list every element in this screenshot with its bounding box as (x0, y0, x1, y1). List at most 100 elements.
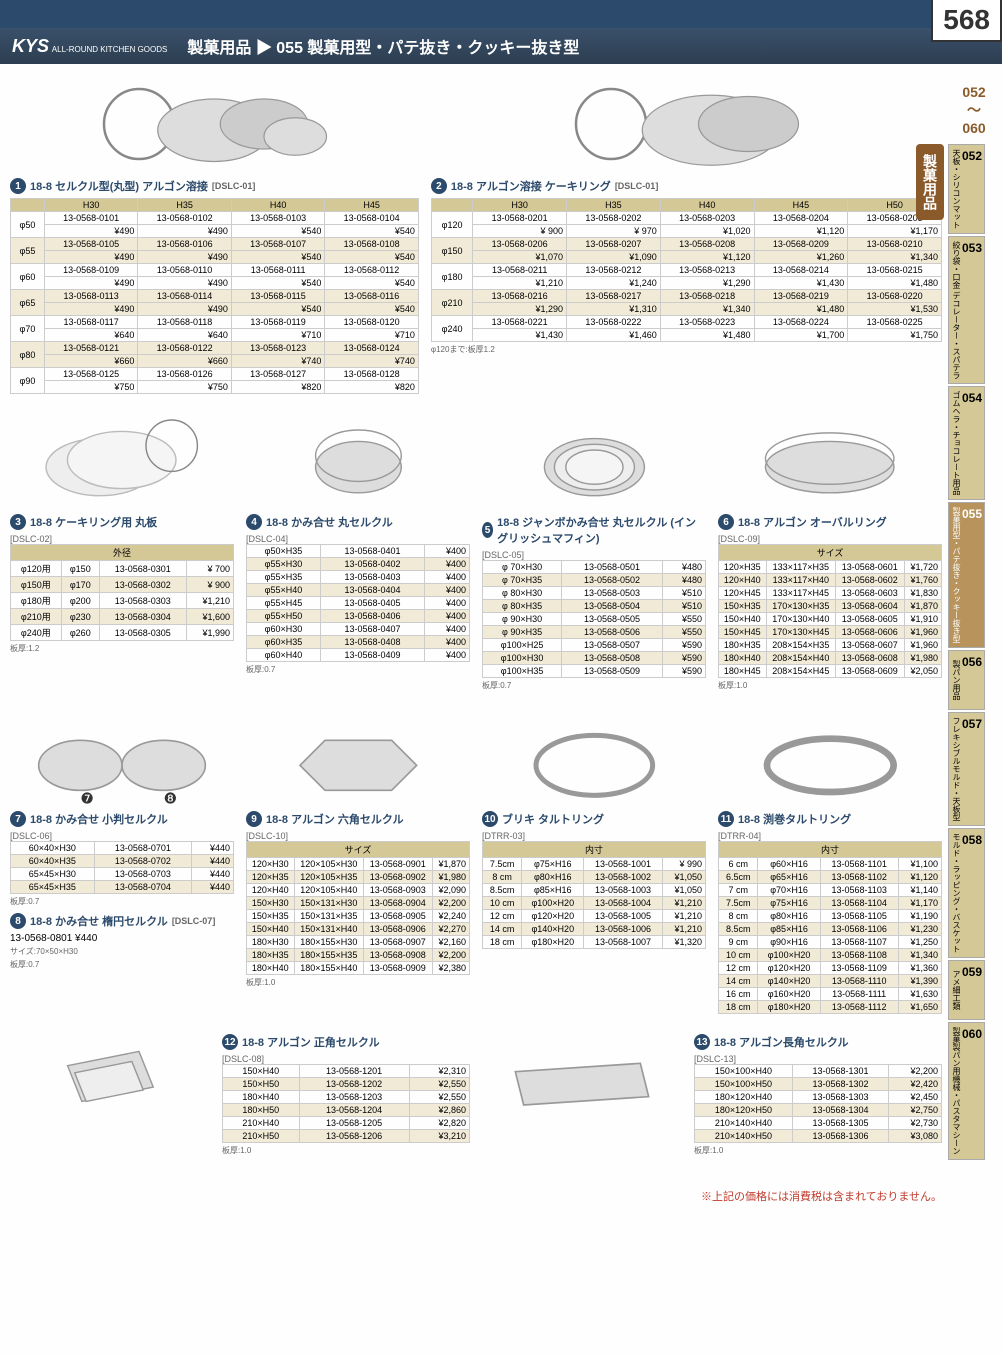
table-p2: H30H35H40H45H50φ12013-0568-020113-0568-0… (431, 198, 942, 342)
product-image: ❼❽ (10, 707, 234, 807)
note: 板厚:1.0 (246, 977, 470, 988)
product-3: 318-8 ケーキリング用 丸板 [DSLC-02] 外径φ120用φ15013… (10, 410, 234, 691)
product-image (482, 707, 706, 807)
code: [DTRR-04] (718, 831, 942, 841)
product-12: 1218-8 アルゴン 正角セルクル [DSLC-08] 150×H4013-0… (222, 1030, 470, 1156)
num-circle: 7 (10, 811, 26, 827)
side-tab-057[interactable]: 057フレキシブルモルド・天板型 (948, 712, 985, 826)
note: 板厚:0.7 (482, 680, 706, 691)
logo-block: KYS ALL-ROUND KITCHEN GOODS (12, 36, 167, 57)
footer-note: ※上記の価格には消費税は含まれておりません。 (0, 1182, 1002, 1210)
num-circle: 9 (246, 811, 262, 827)
table-p3: 外径φ120用φ15013-0568-0301¥ 700φ150用φ17013-… (10, 544, 234, 641)
content: 製菓用品 052 〜 060 052天板・シリコンマット053絞り袋・口金 デコ… (0, 64, 1002, 1182)
code: [DSLC-13] (694, 1054, 942, 1064)
title: 18-8 渕巻タルトリング (738, 811, 851, 827)
num-circle: 12 (222, 1034, 238, 1050)
product-4: 418-8 かみ合せ 丸セルクル [DSLC-04] φ50×H3513-056… (246, 410, 470, 691)
side-tab-052[interactable]: 052天板・シリコンマット (948, 144, 985, 234)
p8-size: サイズ:70×50×H30 (10, 946, 234, 957)
table-p12: 150×H4013-0568-1201¥2,310150×H5013-0568-… (222, 1064, 470, 1143)
num-circle: 13 (694, 1034, 710, 1050)
side-tab-055[interactable]: 055製菓用型・パテ抜き・クッキー抜き型 (948, 502, 985, 648)
table-p7: 60×40×H3013-0568-0701¥44060×40×H3513-056… (10, 841, 234, 894)
side-tab-060[interactable]: 060製菓製パン用機械・パスタマシーン (948, 1022, 985, 1160)
note: 板厚:0.7 (10, 959, 234, 970)
table-p9: サイズ120×H30120×105×H3013-0568-0901¥1,8701… (246, 841, 470, 975)
product-image (718, 707, 942, 807)
p8-single: 13-0568-0801 ¥440 (10, 933, 234, 944)
table-p10: 内寸7.5cmφ75×H1613-0568-1001¥ 9908 cmφ80×H… (482, 841, 706, 949)
table-p1: H30H35H40H45φ5013-0568-010113-0568-01021… (10, 198, 419, 394)
range-label: 052 〜 060 (952, 84, 996, 136)
title: 18-8 かみ合せ 小判セルクル (30, 811, 168, 827)
title: 18-8 ケーキリング用 丸板 (30, 514, 157, 530)
side-tab-053[interactable]: 053絞り袋・口金 デコレーター・スパテラ (948, 236, 985, 384)
product-10: 10ブリキ タルトリング [DTRR-03] 内寸7.5cmφ75×H1613-… (482, 707, 706, 1014)
logo: KYS (12, 36, 49, 56)
side-tab-054[interactable]: 054ゴムヘラ・チョコレート用品 (948, 386, 985, 500)
product-image (482, 410, 706, 510)
title: 18-8 アルゴン長角セルクル (714, 1034, 849, 1050)
product-image (246, 707, 470, 807)
title: 18-8 アルゴン 正角セルクル (242, 1034, 380, 1050)
title: 18-8 アルゴン 六角セルクル (266, 811, 404, 827)
code: [DSLC-10] (246, 831, 470, 841)
note: 板厚:0.7 (246, 664, 470, 675)
code: [DSLC-04] (246, 534, 470, 544)
product-6: 618-8 アルゴン オーバルリング [DSLC-09] サイズ120×H351… (718, 410, 942, 691)
num-circle: 2 (431, 178, 447, 194)
product-13-img (482, 1030, 682, 1156)
code: [DSLC-09] (718, 534, 942, 544)
svg-text:❼: ❼ (80, 791, 93, 807)
header: KYS ALL-ROUND KITCHEN GOODS 製菓用品 ▶ 055 製… (0, 28, 1002, 64)
product-image (10, 1030, 210, 1130)
title: 18-8 アルゴン オーバルリング (738, 514, 887, 530)
table-p6: サイズ120×H35133×117×H3513-0568-0601¥1,7201… (718, 544, 942, 678)
top-label: 厨房用品 (0, 0, 1002, 28)
side-tabs: 052天板・シリコンマット053絞り袋・口金 デコレーター・スパテラ054ゴムヘ… (948, 144, 998, 1162)
title: 18-8 セルクル型(丸型) アルゴン溶接 (30, 178, 208, 194)
code: [DSLC-01] (615, 181, 659, 191)
product-1: 118-8 セルクル型(丸型) アルゴン溶接 [DSLC-01] H30H35H4… (10, 74, 419, 394)
title: 18-8 アルゴン溶接 ケーキリング (451, 178, 611, 194)
table-p5: φ 70×H3013-0568-0501¥480φ 70×H3513-0568-… (482, 560, 706, 678)
product-image (246, 410, 470, 510)
product-13: 1318-8 アルゴン長角セルクル [DSLC-13] 150×100×H401… (694, 1030, 942, 1156)
product-5: 518-8 ジャンボかみ合せ 丸セルクル (イングリッシュマフィン) [DSLC… (482, 410, 706, 691)
product-image (10, 74, 419, 174)
product-image (482, 1030, 682, 1130)
table-p11: 内寸6 cmφ60×H1613-0568-1101¥1,1006.5cmφ65×… (718, 841, 942, 1014)
title: 18-8 かみ合せ 楕円セルクル (30, 913, 168, 929)
product-2: 218-8 アルゴン溶接 ケーキリング [DSLC-01] H30H35H40H4… (431, 74, 942, 394)
code: [DSLC-06] (10, 831, 234, 841)
side-tab-056[interactable]: 056製パン用品 (948, 650, 985, 710)
note: 板厚:1.0 (694, 1145, 942, 1156)
product-7-8: ❼❽ 718-8 かみ合せ 小判セルクル [DSLC-06] 60×40×H30… (10, 707, 234, 1014)
note: 板厚:1.2 (10, 643, 234, 654)
logo-sub: ALL-ROUND KITCHEN GOODS (52, 45, 168, 54)
code: [DTRR-03] (482, 831, 706, 841)
product-9: 918-8 アルゴン 六角セルクル [DSLC-10] サイズ120×H3012… (246, 707, 470, 1014)
note: 板厚:1.0 (222, 1145, 470, 1156)
product-image (431, 74, 942, 174)
side-tab-059[interactable]: 059アメ細工類 (948, 960, 985, 1020)
num-circle: 1 (10, 178, 26, 194)
num-circle: 5 (482, 522, 493, 538)
title: 18-8 かみ合せ 丸セルクル (266, 514, 393, 530)
title: ブリキ タルトリング (502, 811, 604, 827)
breadcrumb: 製菓用品 ▶ 055 製菓用型・パテ抜き・クッキー抜き型 (187, 34, 579, 58)
product-12-img (10, 1030, 210, 1156)
code: [DSLC-01] (212, 181, 256, 191)
num-circle: 11 (718, 811, 734, 827)
code: [DSLC-08] (222, 1054, 470, 1064)
vertical-category-label: 製菓用品 (916, 144, 944, 220)
side-tab-058[interactable]: 058モルド・ラッピング・バスケット (948, 828, 985, 958)
num-circle: 10 (482, 811, 498, 827)
table-p4: φ50×H3513-0568-0401¥400φ55×H3013-0568-04… (246, 544, 470, 662)
svg-text:❽: ❽ (164, 791, 177, 807)
product-image (10, 410, 234, 510)
table-p13: 150×100×H4013-0568-1301¥2,200150×100×H50… (694, 1064, 942, 1143)
num-circle: 4 (246, 514, 262, 530)
note: φ120まで:板厚1.2 (431, 344, 942, 355)
